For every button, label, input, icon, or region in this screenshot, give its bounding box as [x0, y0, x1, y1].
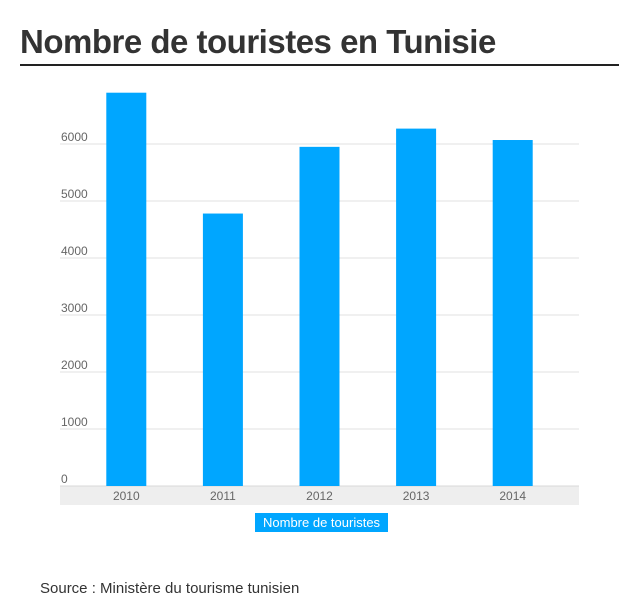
y-tick-label: 0	[61, 472, 68, 486]
y-tick-label: 2000	[61, 358, 88, 372]
bar-2010	[106, 92, 147, 486]
bar-2011	[202, 213, 243, 487]
y-tick-label: 4000	[61, 244, 88, 258]
bar-2012	[299, 146, 340, 486]
chart-title: Nombre de touristes en Tunisie	[20, 23, 496, 60]
source-note: Source : Ministère du tourisme tunisien	[40, 580, 300, 597]
legend-item: Nombre de touristes	[255, 513, 389, 532]
y-tick-label: 1000	[61, 415, 88, 429]
y-tick-label: 5000	[61, 187, 88, 201]
bars	[106, 92, 533, 487]
x-tick-label: 2013	[403, 489, 430, 503]
x-tick-label: 2010	[113, 489, 140, 503]
x-axis-ticks: 2010 2011 2012 2013 2014	[113, 489, 526, 503]
bar-2013	[396, 128, 437, 487]
x-axis-band	[60, 486, 579, 505]
y-axis-ticks: 0 1000 2000 3000 4000 5000 6000	[61, 130, 88, 486]
x-tick-label: 2014	[499, 489, 526, 503]
y-tick-label: 6000	[61, 130, 88, 144]
bar-2014	[492, 140, 533, 486]
x-tick-label: 2011	[210, 489, 236, 503]
x-tick-label: 2012	[306, 489, 333, 503]
title-underline	[20, 64, 619, 66]
y-tick-label: 3000	[61, 301, 88, 315]
